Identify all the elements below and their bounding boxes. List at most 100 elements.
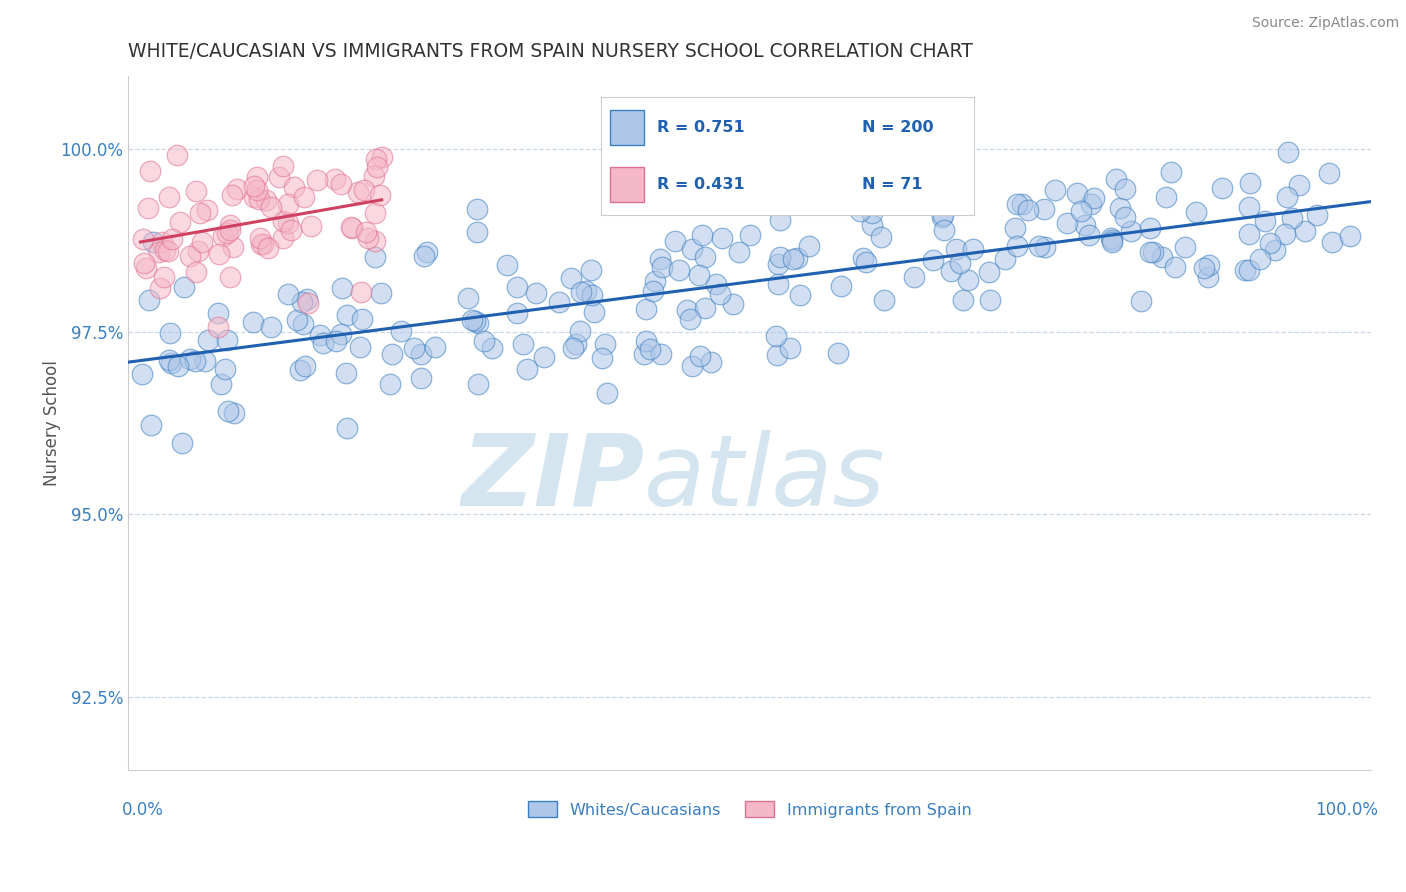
Point — [650, 347, 672, 361]
Point — [349, 285, 371, 299]
Point — [465, 225, 488, 239]
Point — [347, 185, 370, 199]
Point — [830, 279, 852, 293]
Point — [142, 235, 165, 250]
Point — [187, 244, 209, 259]
Point — [411, 371, 433, 385]
Point — [271, 214, 294, 228]
Point — [269, 169, 291, 184]
Point — [1130, 294, 1153, 309]
Point — [460, 312, 482, 326]
Point — [949, 256, 972, 270]
Point — [548, 294, 571, 309]
Point — [512, 336, 534, 351]
Point — [1142, 245, 1164, 260]
Point — [1237, 262, 1260, 277]
Point — [860, 206, 883, 220]
Point — [1099, 231, 1122, 245]
Point — [740, 197, 762, 211]
Point — [297, 293, 319, 307]
Point — [524, 285, 547, 300]
Point — [1070, 203, 1092, 218]
Point — [1083, 191, 1105, 205]
Point — [465, 202, 488, 216]
Point — [335, 366, 357, 380]
Point — [1005, 196, 1028, 211]
Point — [312, 336, 335, 351]
Point — [349, 340, 371, 354]
Text: ZIP: ZIP — [461, 430, 644, 527]
Point — [1305, 208, 1327, 222]
Point — [768, 250, 790, 264]
Point — [962, 243, 984, 257]
Point — [330, 280, 353, 294]
Point — [148, 244, 170, 259]
Text: atlas: atlas — [644, 430, 886, 527]
Point — [217, 227, 239, 241]
Point — [249, 230, 271, 244]
Point — [160, 356, 183, 370]
Point — [994, 252, 1017, 266]
Point — [184, 265, 207, 279]
Point — [381, 347, 404, 361]
Point — [1005, 239, 1028, 253]
Point — [209, 376, 232, 391]
Point — [260, 319, 283, 334]
Point — [250, 237, 273, 252]
Point — [1258, 235, 1281, 250]
Point — [932, 208, 955, 222]
Point — [342, 221, 364, 235]
Point — [157, 244, 180, 258]
Point — [464, 313, 486, 327]
Point — [135, 260, 157, 275]
Point — [516, 362, 538, 376]
Point — [849, 203, 872, 218]
Point — [131, 367, 153, 381]
Point — [1275, 190, 1298, 204]
Point — [870, 230, 893, 244]
Point — [799, 190, 821, 204]
Point — [569, 285, 592, 300]
Point — [769, 212, 792, 227]
Point — [256, 242, 278, 256]
Point — [292, 190, 315, 204]
Point — [638, 342, 661, 356]
Point — [593, 336, 616, 351]
Point — [939, 264, 962, 278]
Point — [170, 435, 193, 450]
Point — [291, 294, 314, 309]
Point — [222, 406, 245, 420]
Point — [340, 220, 363, 235]
Point — [1032, 202, 1054, 217]
Point — [271, 159, 294, 173]
Point — [575, 284, 598, 298]
Point — [1080, 197, 1102, 211]
Point — [389, 324, 412, 338]
Point — [693, 250, 716, 264]
Point — [564, 337, 586, 351]
Point — [246, 184, 269, 198]
Point — [786, 251, 808, 265]
Point — [1237, 200, 1260, 214]
Point — [214, 362, 236, 376]
Point — [169, 215, 191, 229]
Point — [277, 216, 299, 230]
Text: Source: ZipAtlas.com: Source: ZipAtlas.com — [1251, 16, 1399, 30]
Point — [1011, 197, 1033, 211]
Point — [157, 353, 180, 368]
Point — [1234, 263, 1257, 277]
Point — [852, 252, 875, 266]
Point — [370, 286, 392, 301]
Point — [1185, 205, 1208, 219]
Point — [931, 210, 953, 224]
Point — [797, 238, 820, 252]
Point — [336, 308, 359, 322]
Point — [533, 350, 555, 364]
Point — [368, 187, 391, 202]
Point — [779, 341, 801, 355]
Point — [1163, 260, 1185, 274]
Point — [191, 235, 214, 249]
Point — [495, 258, 517, 272]
Point — [134, 256, 156, 270]
Point — [591, 351, 613, 366]
